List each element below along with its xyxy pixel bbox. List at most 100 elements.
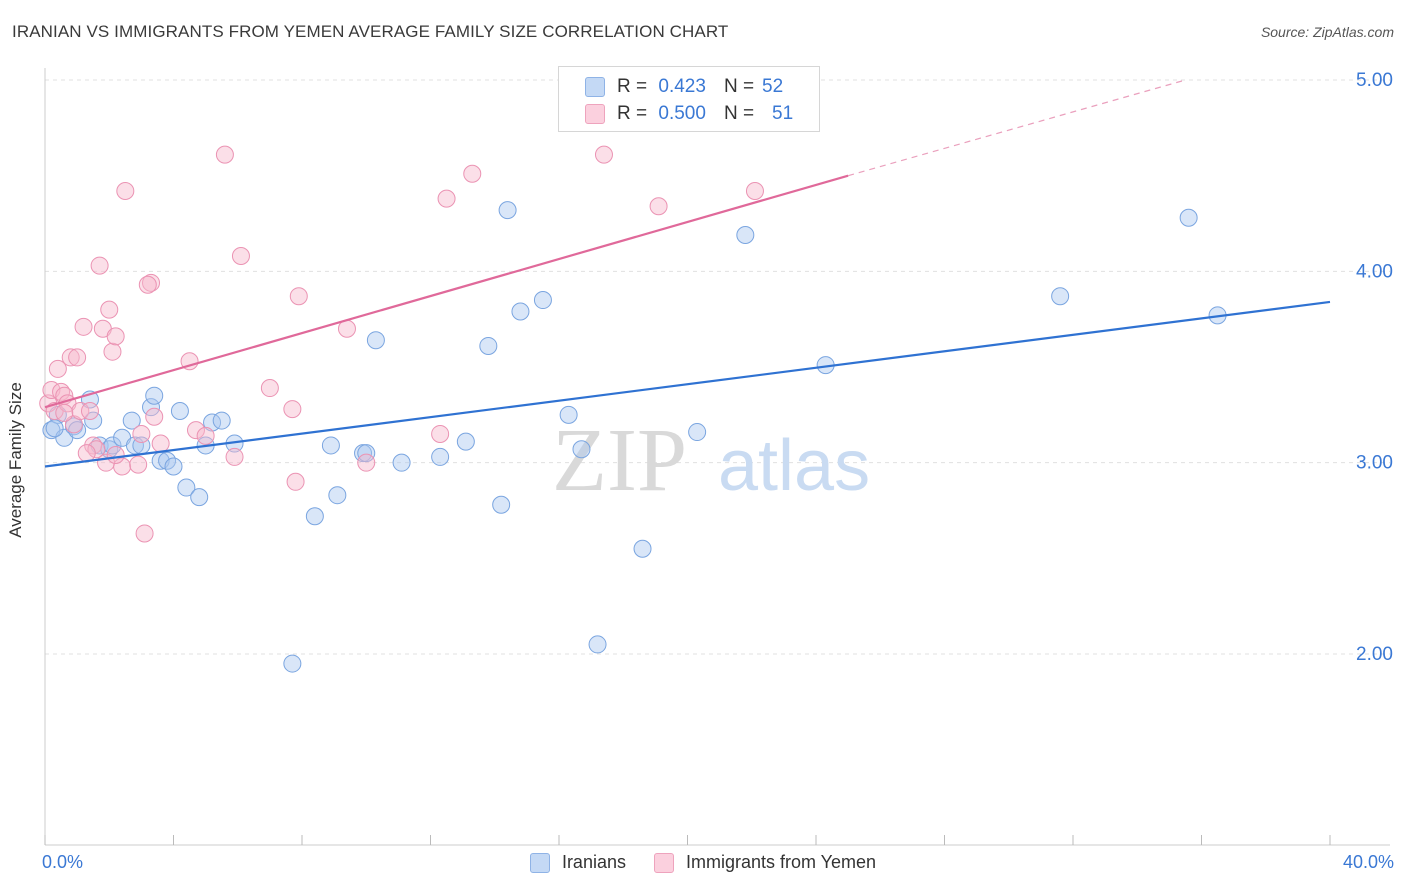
point-iranians <box>511 302 530 321</box>
trend-line-yemen <box>44 174 849 409</box>
pink-swatch <box>653 852 674 873</box>
point-yemen <box>649 197 668 216</box>
point-iranians <box>321 436 340 455</box>
blue-swatch <box>585 77 605 97</box>
point-yemen <box>142 273 161 292</box>
legend-item-yemen: Immigrants from Yemen <box>653 852 877 873</box>
point-iranians <box>492 495 511 514</box>
point-iranians <box>498 201 517 220</box>
point-yemen <box>80 402 99 421</box>
point-yemen <box>90 256 109 275</box>
point-iranians <box>68 421 87 440</box>
point-iranians <box>633 539 652 558</box>
point-yemen <box>437 189 456 208</box>
point-yemen <box>113 457 132 476</box>
point-iranians <box>1051 287 1070 306</box>
r-label: R = <box>617 76 648 97</box>
stats-legend: R = 0.423 N = 52 R = 0.500 N = 51 <box>558 66 820 132</box>
point-yemen <box>48 359 67 378</box>
y-tick-label: 4.00 <box>1356 261 1393 282</box>
point-yemen <box>215 145 234 164</box>
legend-item-iranians: Iranians <box>529 852 626 873</box>
point-yemen <box>77 444 96 463</box>
n-value: 52 <box>762 76 784 97</box>
point-iranians <box>431 447 450 466</box>
point-yemen <box>106 446 125 465</box>
point-yemen <box>61 348 80 367</box>
chart-title: IRANIAN VS IMMIGRANTS FROM YEMEN AVERAGE… <box>12 22 729 41</box>
legend-label: Iranians <box>561 852 626 872</box>
point-iranians <box>212 411 231 430</box>
point-iranians <box>164 457 183 476</box>
point-yemen <box>260 379 279 398</box>
point-iranians <box>572 440 591 459</box>
pink-swatch <box>585 104 605 124</box>
r-value: 0.500 <box>658 103 706 124</box>
point-iranians <box>392 453 411 472</box>
point-iranians <box>357 444 376 463</box>
point-yemen <box>55 403 74 422</box>
point-yemen <box>463 164 482 183</box>
y-axis-label: Average Family Size <box>6 382 25 538</box>
point-iranians <box>588 635 607 654</box>
y-tick-label: 5.00 <box>1356 70 1393 91</box>
point-yemen <box>231 247 250 266</box>
point-iranians <box>177 478 196 497</box>
r-label: R = <box>617 103 648 124</box>
point-iranians <box>456 432 475 451</box>
point-yemen <box>68 348 87 367</box>
point-yemen <box>151 434 170 453</box>
point-yemen <box>100 300 119 319</box>
watermark-zip: ZIP <box>552 411 687 510</box>
x-tick-max: 40.0% <box>1342 852 1394 872</box>
point-yemen <box>87 440 106 459</box>
point-yemen <box>145 407 164 426</box>
point-iranians <box>122 411 141 430</box>
point-yemen <box>186 421 205 440</box>
point-yemen <box>74 317 93 336</box>
point-yemen <box>286 472 305 491</box>
trend-line-yemen-extension <box>847 79 1186 177</box>
watermark-atlas: atlas <box>718 426 870 506</box>
legend-label: Immigrants from Yemen <box>685 852 877 872</box>
point-yemen <box>225 447 244 466</box>
point-iranians <box>45 419 64 438</box>
point-yemen <box>103 342 122 361</box>
series-legend: Iranians Immigrants from Yemen <box>0 852 1406 873</box>
stats-row-yemen: R = 0.500 N = 51 <box>585 102 793 126</box>
point-iranians <box>736 225 755 244</box>
point-iranians <box>145 386 164 405</box>
point-yemen <box>135 524 154 543</box>
point-iranians <box>328 486 347 505</box>
y-tick-label: 3.00 <box>1356 453 1393 474</box>
point-yemen <box>180 352 199 371</box>
point-yemen <box>357 453 376 472</box>
r-value: 0.423 <box>658 76 706 97</box>
n-label: N = <box>723 76 755 97</box>
point-iranians <box>559 405 578 424</box>
point-iranians <box>283 654 302 673</box>
point-yemen <box>116 181 135 200</box>
stats-row-iranians: R = 0.423 N = 52 <box>585 75 783 99</box>
chart-source: Source: ZipAtlas.com <box>1260 24 1394 40</box>
point-yemen <box>283 400 302 419</box>
point-yemen <box>71 402 90 421</box>
point-yemen <box>745 181 764 200</box>
point-yemen <box>132 424 151 443</box>
point-yemen <box>431 424 450 443</box>
point-iranians <box>366 331 385 350</box>
point-yemen <box>129 455 148 474</box>
axes <box>44 68 1390 846</box>
n-label: N = <box>723 103 755 124</box>
point-iranians <box>1179 208 1198 227</box>
point-iranians <box>142 398 161 417</box>
trend-line-iranians <box>44 300 1331 468</box>
point-yemen <box>138 275 157 294</box>
point-iranians <box>533 291 552 310</box>
grid-lines <box>45 79 1390 655</box>
point-iranians <box>479 336 498 355</box>
point-yemen <box>289 287 308 306</box>
point-iranians <box>190 488 209 507</box>
blue-swatch <box>529 852 550 873</box>
